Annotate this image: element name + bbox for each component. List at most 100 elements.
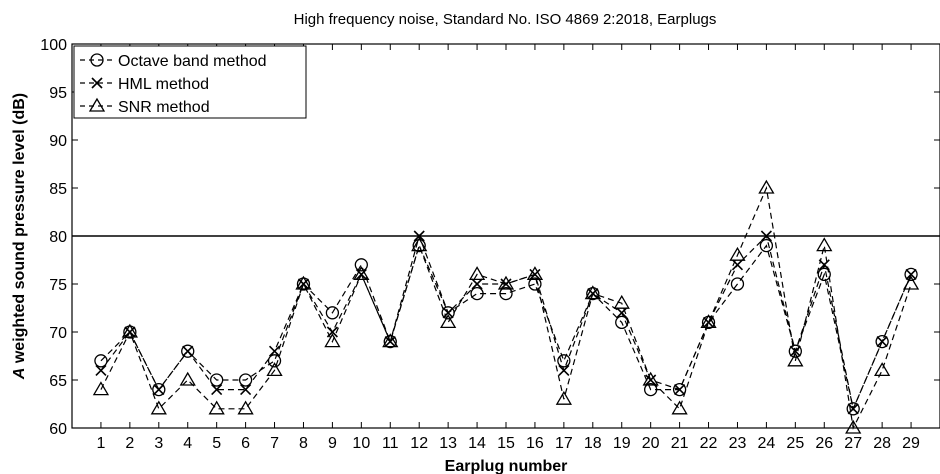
x-tick-label: 23 bbox=[729, 435, 747, 452]
x-tick-label: 9 bbox=[328, 435, 337, 452]
data-point-triangle bbox=[382, 333, 399, 348]
x-tick-label: 29 bbox=[902, 435, 920, 452]
data-point-x bbox=[384, 336, 396, 348]
data-point-circle bbox=[152, 382, 166, 397]
series-line bbox=[100, 185, 912, 430]
data-point-x bbox=[413, 230, 425, 242]
y-axis: 60 65 70 75 80 85 90 95 100 bbox=[40, 37, 940, 438]
data-point-x bbox=[876, 336, 888, 348]
data-point-x-stroke bbox=[905, 268, 917, 280]
x-tick-label: 3 bbox=[154, 435, 163, 452]
y-tick-label: 75 bbox=[49, 277, 67, 294]
x-tick-label: 4 bbox=[183, 435, 192, 452]
data-point-x bbox=[471, 278, 483, 290]
series-line bbox=[100, 243, 912, 411]
data-point-circle bbox=[325, 306, 340, 320]
data-point-triangle bbox=[208, 400, 225, 415]
data-point-x bbox=[442, 307, 454, 319]
data-point-triangle bbox=[787, 352, 804, 367]
legend-label: HML method bbox=[118, 76, 209, 93]
data-point-triangle bbox=[729, 246, 746, 261]
data-point-x-stroke bbox=[702, 316, 715, 328]
y-tick-label: 60 bbox=[49, 421, 67, 438]
data-point-circle bbox=[817, 267, 831, 282]
data-point-x-stroke bbox=[674, 384, 686, 396]
data-point-circle bbox=[788, 344, 802, 358]
data-point-triangle bbox=[816, 237, 833, 252]
y-tick-label: 70 bbox=[49, 325, 67, 342]
series-layer bbox=[92, 179, 920, 434]
data-point-triangle bbox=[92, 381, 110, 396]
x-tick-label: 1 bbox=[96, 435, 105, 452]
legend-box bbox=[73, 45, 307, 119]
x-tick-label: 21 bbox=[671, 435, 689, 452]
x-axis: 1 2 3 4 5 6 7 8 9 10 11 12 13 14 15 16 17 18 19 20 21 22 23 24 2… bbox=[96, 44, 920, 452]
data-point-triangle bbox=[555, 390, 572, 405]
data-point-x bbox=[558, 364, 570, 376]
y-tick-label: 65 bbox=[49, 373, 67, 390]
data-point-x bbox=[95, 364, 107, 376]
data-point-circle bbox=[354, 258, 368, 272]
data-point-circle bbox=[730, 277, 745, 291]
x-tick-label: 18 bbox=[584, 435, 602, 452]
data-point-triangle bbox=[671, 400, 688, 415]
legend-marker-triangle bbox=[88, 97, 106, 112]
data-point-x-stroke bbox=[95, 364, 107, 376]
data-point-triangle bbox=[411, 237, 428, 252]
data-point-x bbox=[905, 268, 917, 280]
data-point-x-stroke bbox=[616, 307, 628, 319]
data-point-circle bbox=[499, 286, 513, 301]
data-point-triangle bbox=[353, 266, 370, 281]
y-axis-label-rest: weighted sound pressure level (dB) bbox=[11, 93, 28, 368]
legend-marker-x bbox=[91, 77, 103, 89]
data-point-circle bbox=[875, 334, 889, 349]
data-point-triangle bbox=[266, 362, 283, 377]
data-point-triangle bbox=[642, 371, 659, 386]
data-point-circle bbox=[904, 267, 918, 282]
data-point-triangle bbox=[758, 179, 775, 194]
data-point-circle bbox=[644, 382, 658, 397]
x-tick-label: 17 bbox=[555, 435, 573, 452]
data-point-triangle bbox=[845, 419, 862, 434]
data-point-x bbox=[153, 384, 165, 396]
data-point-circle bbox=[470, 286, 484, 301]
x-tick-label: 27 bbox=[844, 435, 862, 452]
legend-marker-x-stroke bbox=[91, 77, 103, 89]
data-point-triangle bbox=[121, 323, 138, 338]
data-point-x bbox=[268, 345, 281, 357]
data-point-x-stroke bbox=[182, 345, 194, 357]
data-point-x-stroke bbox=[731, 259, 744, 271]
legend-label: Octave band method bbox=[118, 53, 267, 70]
data-point-triangle bbox=[295, 275, 312, 290]
data-point-x-stroke bbox=[529, 268, 541, 280]
data-point-x-stroke bbox=[384, 336, 396, 348]
x-tick-label: 2 bbox=[125, 435, 134, 452]
data-point-triangle bbox=[497, 275, 515, 290]
data-point-triangle bbox=[237, 400, 254, 415]
legend-marker-circle bbox=[90, 53, 104, 67]
x-tick-label: 19 bbox=[613, 435, 631, 452]
data-point-circle bbox=[238, 373, 253, 387]
data-point-x-stroke bbox=[645, 374, 657, 386]
x-tick-label: 16 bbox=[526, 435, 544, 452]
x-tick-label: 11 bbox=[382, 435, 399, 452]
data-point-triangle bbox=[526, 266, 544, 281]
data-point-circle bbox=[672, 382, 687, 397]
data-point-x-stroke bbox=[240, 384, 252, 396]
data-point-x bbox=[240, 384, 252, 396]
x-tick-label: 6 bbox=[241, 435, 250, 452]
y-tick-label: 100 bbox=[40, 37, 67, 54]
x-tick-label: 13 bbox=[439, 435, 457, 452]
data-point-triangle bbox=[613, 294, 630, 309]
data-point-x bbox=[297, 278, 310, 290]
x-tick-label: 28 bbox=[873, 435, 891, 452]
data-point-x-stroke bbox=[442, 307, 454, 319]
data-point-triangle bbox=[324, 333, 341, 348]
data-point-x bbox=[674, 384, 686, 396]
data-point-x-stroke bbox=[211, 384, 223, 396]
data-point-triangle bbox=[584, 285, 601, 300]
data-point-triangle bbox=[150, 400, 167, 415]
data-point-x-stroke bbox=[760, 230, 772, 242]
data-point-circle bbox=[267, 354, 282, 368]
data-point-x bbox=[702, 316, 715, 328]
